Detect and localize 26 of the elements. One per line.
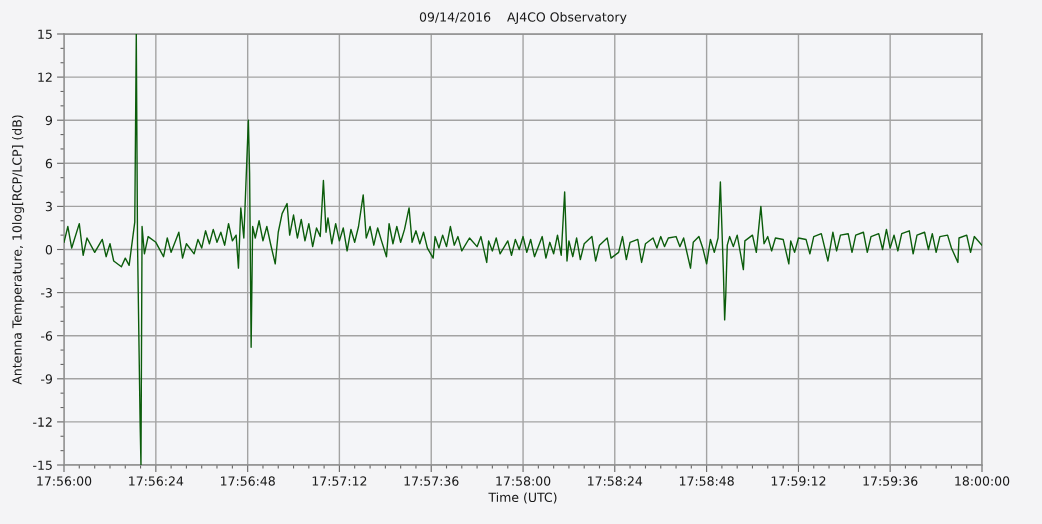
y-tick-label: -3	[41, 288, 52, 298]
x-tick-label: 17:56:24	[129, 476, 184, 486]
y-tick-label: -12	[33, 417, 52, 427]
x-tick-label: 17:58:24	[588, 476, 643, 486]
x-tick-label: 17:57:36	[404, 476, 459, 486]
y-tick-label: 12	[38, 72, 52, 82]
x-tick-label: 17:56:00	[37, 476, 92, 486]
x-tick-label: 18:00:00	[955, 476, 1010, 486]
line-series	[64, 34, 982, 465]
chart-title: 09/14/2016 AJ4CO Observatory	[419, 12, 627, 25]
x-tick-label: 17:59:36	[863, 476, 918, 486]
y-tick-label: -6	[41, 331, 53, 341]
y-axis-title: Antenna Temperature, 10log[RCP/LCP] (dB)	[12, 115, 25, 385]
x-tick-label: 17:58:00	[496, 476, 551, 486]
x-tick-label: 17:58:48	[679, 476, 734, 486]
x-tick-label: 17:56:48	[220, 476, 275, 486]
x-tick-label: 17:57:12	[312, 476, 367, 486]
y-tick-label: 15	[38, 29, 52, 39]
y-tick-label: -15	[33, 460, 52, 470]
x-axis-title: Time (UTC)	[488, 492, 557, 504]
y-tick-label: 9	[45, 115, 53, 126]
y-tick-label: 0	[45, 244, 53, 255]
y-tick-label: -9	[41, 374, 53, 384]
y-tick-label: 6	[45, 158, 53, 169]
y-tick-label: 3	[45, 201, 52, 212]
x-tick-label: 17:59:12	[771, 476, 826, 486]
